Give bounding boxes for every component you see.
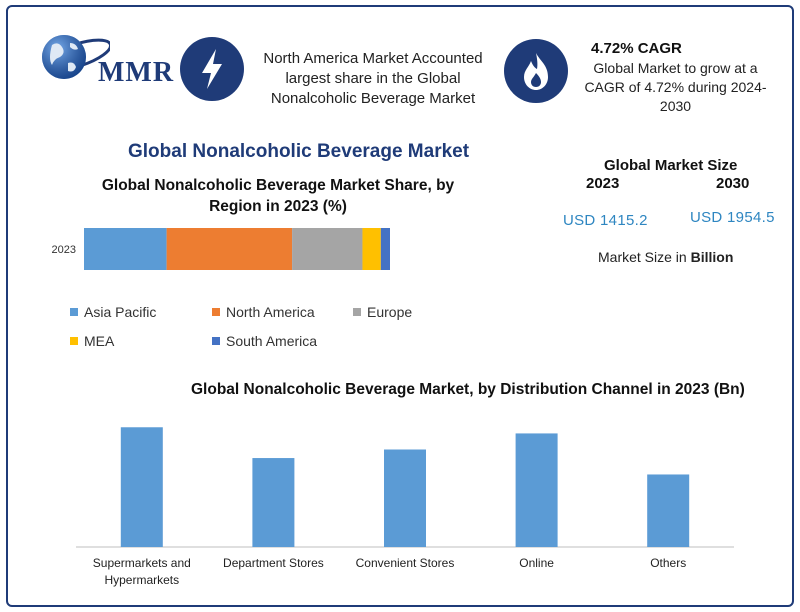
market-size-unit: Market Size in Billion (598, 249, 733, 265)
distribution-category-label: Online (519, 556, 554, 570)
legend-label: Europe (367, 304, 413, 320)
legend-item-mea: MEA (70, 333, 114, 349)
region-bar-segment-europe (292, 228, 363, 270)
brand-logo-text: MMR (98, 57, 175, 88)
legend-label: South America (226, 333, 318, 349)
legend-swatch (353, 308, 361, 316)
distribution-channel-bar-chart: Supermarkets and Hypermarkets Department S… (76, 427, 734, 587)
legend-item-south-america: South America (212, 333, 317, 349)
legend-item-asia-pacific: Asia Pacific (70, 304, 156, 320)
legend-label: MEA (84, 333, 115, 349)
main-title: Global Nonalcoholic Beverage Market (128, 141, 470, 162)
market-size-title: Global Market Size (604, 157, 738, 174)
region-bar-segment-north-america (166, 228, 293, 270)
legend-item-north-america: North America (212, 304, 315, 320)
distribution-category-label: Convenient Stores (356, 556, 455, 570)
market-size-value-2023: USD 1415.2 (563, 212, 648, 229)
market-size-unit-bold: Billion (690, 249, 734, 265)
market-size-year-2030: 2030 (716, 175, 750, 192)
legend-swatch (212, 337, 220, 345)
distribution-bar (252, 458, 295, 547)
legend-swatch (70, 308, 78, 316)
legend-label: North America (226, 304, 315, 320)
legend-swatch (70, 337, 78, 345)
region-bar-segment-mea (362, 228, 381, 270)
region-share-stacked-bar-chart: 2023 (52, 228, 390, 270)
distribution-bar (120, 427, 163, 547)
cagr-title: 4.72% CAGR (591, 40, 682, 57)
distribution-bar (515, 433, 558, 547)
globe-logo-icon (30, 25, 113, 100)
distribution-bar (647, 474, 690, 547)
infographic-frame: MMR North America Market Accounted large… (6, 5, 794, 607)
distribution-category-label: Supermarkets and Hypermarkets (93, 556, 191, 587)
flame-icon (504, 39, 568, 103)
distribution-bar (384, 449, 426, 547)
north-america-info-text: North America Market Accounted largest s… (263, 50, 483, 107)
region-bar-segment-south-america (380, 228, 390, 270)
legend-item-europe: Europe (353, 304, 412, 320)
legend-swatch (212, 308, 220, 316)
distribution-category-label: Department Stores (223, 556, 324, 570)
distribution-chart-title: Global Nonalcoholic Beverage Market, by … (191, 381, 745, 398)
region-bar-segment-asia-pacific (84, 228, 167, 270)
market-size-value-2030: USD 1954.5 (690, 209, 775, 226)
lightning-icon (180, 37, 244, 101)
distribution-category-label: Others (650, 556, 686, 570)
region-category-label: 2023 (52, 244, 76, 256)
cagr-description: Global Market to grow at a CAGR of 4.72%… (584, 60, 767, 114)
market-size-unit-prefix: Market Size in (598, 249, 691, 265)
region-share-chart-title: Global Nonalcoholic Beverage Market Shar… (101, 177, 455, 215)
market-size-year-2023: 2023 (586, 175, 620, 192)
legend-label: Asia Pacific (84, 304, 157, 320)
